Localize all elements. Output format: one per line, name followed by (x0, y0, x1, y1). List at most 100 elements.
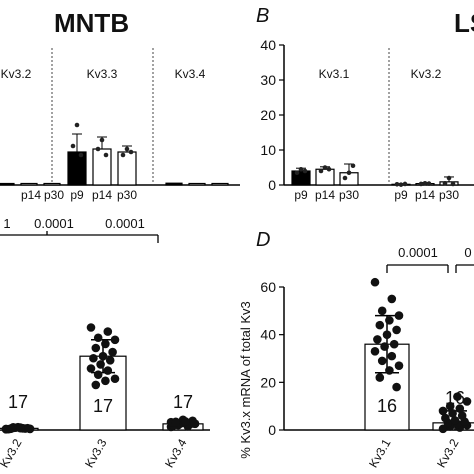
panel-c-point (105, 356, 115, 365)
panel-a-point (120, 152, 126, 158)
panel-a-bar (0, 182, 15, 186)
panel-c-point (91, 380, 101, 390)
panel-c-point (101, 339, 110, 349)
panel-c-point (103, 327, 113, 336)
panel-c-n-label: 17 (93, 396, 113, 416)
panel-d-point (392, 382, 401, 392)
title-mntb: MNTB (54, 8, 129, 38)
panel-b-point (318, 168, 324, 174)
panel-b-point (442, 180, 448, 186)
panel-b-point (326, 166, 332, 172)
panel-c-point (108, 347, 117, 357)
panel-d-y-tick-label: 0 (268, 422, 276, 438)
panel-b-tick-label: p30 (339, 188, 359, 202)
panel-d-point (438, 406, 448, 416)
panel-b-tick-label: p9 (294, 188, 308, 202)
panel-d-point (438, 424, 448, 434)
panel-b-bar (291, 170, 311, 186)
panel-d-point (394, 311, 404, 320)
panel-b-bar (315, 168, 335, 186)
panel-a-bar (165, 182, 183, 186)
panel-d-pvalue: 0 (464, 245, 471, 260)
panel-c-point (93, 333, 103, 343)
panel-d-point (455, 404, 465, 413)
panel-b-tick-label: p14 (415, 188, 435, 202)
panel-c-point (110, 374, 120, 384)
panel-a-bar (211, 182, 229, 186)
panel-a-point (124, 146, 130, 152)
panel-c-point (98, 351, 108, 361)
panel-d-n-label: 16 (377, 396, 397, 416)
panel-c-point (171, 418, 181, 427)
panel-c-point (181, 417, 190, 426)
panel-d-point (448, 409, 457, 418)
panel-a-bar (117, 151, 137, 186)
panel-a-point (70, 143, 76, 149)
panel-a-point (103, 152, 109, 158)
panel-a-tick-label: p9 (70, 188, 84, 202)
panel-a-group-label: Kv3.2 (1, 67, 32, 81)
panel-b-point (302, 168, 308, 174)
panel-a-group-label: Kv3.3 (87, 67, 118, 81)
panel-d-point (394, 361, 404, 370)
panel-c-point (93, 370, 103, 379)
panel-d-point (450, 416, 460, 425)
panel-d-point (387, 294, 397, 304)
panel-a-bar (20, 182, 38, 186)
panel-b-bar (439, 181, 459, 186)
panel-d-point (382, 330, 392, 339)
panel-b-ls-developmental: 0 10 20 30 40 Kv3.1 p9 p14 p30 Kv3.2 p9 p14 p30 (260, 37, 474, 202)
panel-d-y-tick-label: 20 (260, 374, 276, 390)
panel-d-point (385, 316, 394, 325)
panel-d-point (441, 413, 450, 423)
panel-d-y-tick-label: 40 (260, 327, 276, 343)
panel-c-point (101, 376, 110, 386)
panel-c-point (89, 353, 98, 363)
panel-b-y-tick-label: 30 (260, 72, 276, 88)
panel-c-pvalue: 0.0001 (34, 216, 74, 231)
panel-c-point (86, 323, 96, 332)
panel-d-point (380, 342, 389, 351)
panel-a-point (78, 152, 84, 158)
panel-b-tick-label: p14 (315, 188, 335, 202)
panel-d-point (389, 339, 399, 349)
panel-c-mntb-adult: 1 0.0001 0.0001 17 Kv3.2 17 Kv3.3 17 Kv3.4 (0, 216, 210, 470)
panel-c-tick-label: Kv3.2 (0, 436, 25, 470)
panel-a-point (95, 146, 101, 152)
panel-c-point (190, 419, 200, 428)
panel-b-point (342, 175, 348, 181)
panel-a-tick-label: p14 (92, 188, 112, 202)
panel-c-n-label: 17 (8, 392, 28, 412)
panel-d-tick-label: Kv3.2 (434, 436, 462, 470)
panel-b-point (422, 180, 428, 186)
panel-d-point (462, 397, 472, 406)
panel-d-pvalue: 0.0001 (398, 245, 438, 260)
panel-c-pvalue: 1 (3, 216, 10, 231)
panel-c-point (25, 424, 35, 434)
panel-c-point (16, 423, 25, 433)
panel-c-pvalue: 0.0001 (105, 216, 145, 231)
panel-b-point (346, 170, 352, 176)
panel-a-bar (67, 151, 87, 186)
panel-d-point (445, 401, 455, 411)
panel-a-point (74, 122, 80, 128)
panel-b-point (402, 181, 408, 187)
panel-b-y-tick-label: 10 (260, 142, 276, 158)
panel-d-point (387, 351, 397, 361)
panel-d-point (377, 306, 387, 316)
panel-d-point (375, 373, 385, 382)
panel-b-point (394, 182, 400, 187)
panel-d-point (453, 392, 462, 401)
panel-letter-b: B (256, 5, 269, 27)
panel-c-point (96, 360, 105, 369)
panel-b-point (322, 165, 328, 170)
panel-a-bar (188, 182, 206, 186)
panel-d-y-tick-label: 60 (260, 279, 276, 295)
panel-d-point (377, 356, 387, 366)
panel-b-y-tick-label: 20 (260, 107, 276, 123)
panel-d-point (385, 366, 394, 375)
panel-c-tick-label: Kv3.4 (162, 436, 190, 470)
panel-d-point (375, 320, 385, 330)
